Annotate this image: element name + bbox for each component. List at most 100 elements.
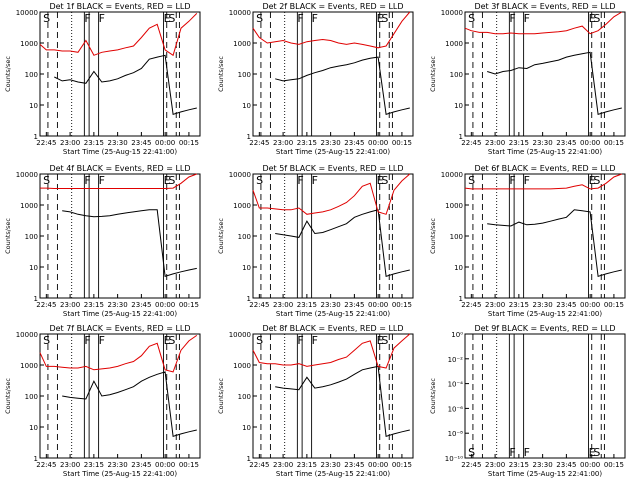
y-tick-label: 10000 — [441, 9, 463, 17]
y-tick-label: 10⁻¹⁰ — [445, 455, 463, 463]
x-tick-label: 23:30 — [321, 301, 341, 309]
x-tick-label: 23:15 — [84, 139, 104, 147]
x-tick-label: 00:00 — [368, 139, 388, 147]
y-tick-label: 10⁻⁸ — [448, 430, 464, 438]
y-tick-label: 10000 — [441, 171, 463, 179]
flag-label: F — [99, 334, 105, 347]
series-events-line — [62, 209, 197, 277]
panel-title: Det 6f BLACK = Events, RED = LLD — [474, 164, 615, 173]
x-tick-label: 23:00 — [485, 301, 505, 309]
x-tick-label: 23:00 — [60, 139, 80, 147]
x-tick-label: 23:45 — [344, 461, 364, 469]
x-tick-label: 23:45 — [131, 301, 151, 309]
y-tick-label: 10 — [242, 424, 251, 432]
y-tick-label: 100 — [25, 71, 38, 79]
flag-label: F — [84, 334, 90, 347]
x-tick-label: 22:45 — [249, 301, 269, 309]
series-lld-line — [252, 333, 411, 369]
y-tick-label: 10 — [29, 264, 38, 272]
flag-label: F — [297, 12, 303, 25]
x-axis-label: Start Time (25-Aug-15 22:41:00) — [276, 470, 390, 478]
x-tick-label: 23:45 — [556, 461, 576, 469]
flag-label: F — [524, 174, 530, 187]
flag-label: F — [509, 446, 515, 459]
y-axis-label: Counts/sec — [217, 378, 225, 414]
panel-det-6: Det 6f BLACK = Events, RED = LLD Counts/s… — [429, 164, 626, 318]
panel-det-3: Det 3f BLACK = Events, RED = LLD Counts/s… — [429, 2, 626, 156]
y-tick-label: 10⁰ — [451, 331, 463, 339]
flag-label: E — [164, 174, 171, 187]
x-tick-label: 23:00 — [60, 461, 80, 469]
y-tick-label: 10⁻² — [448, 356, 464, 364]
x-tick-label: 00:00 — [155, 461, 175, 469]
panel-title: Det 4f BLACK = Events, RED = LLD — [49, 164, 190, 173]
x-tick-label: 00:15 — [604, 301, 624, 309]
x-tick-label: 00:15 — [179, 301, 199, 309]
series-events-line — [275, 365, 410, 437]
x-tick-label: 23:15 — [297, 301, 317, 309]
y-tick-label: 1000 — [233, 362, 251, 370]
y-tick-label: 10 — [242, 102, 251, 110]
flag-label: F — [509, 174, 515, 187]
y-tick-label: 100 — [450, 233, 463, 241]
y-tick-label: 1 — [34, 455, 38, 463]
x-tick-label: 23:15 — [297, 461, 317, 469]
x-tick-label: 23:30 — [533, 461, 553, 469]
flag-label: F — [312, 174, 318, 187]
x-tick-label: 23:30 — [108, 461, 128, 469]
series-events-line — [62, 371, 197, 437]
series-events-line — [487, 209, 622, 277]
y-axis-label: Counts/sec — [4, 378, 12, 414]
x-tick-label: 23:45 — [131, 461, 151, 469]
flag-label: S — [256, 334, 263, 347]
series-lld-line — [39, 334, 198, 373]
y-tick-label: 1 — [247, 295, 251, 303]
y-tick-label: 1 — [459, 133, 463, 141]
x-tick-label: 23:00 — [273, 301, 293, 309]
y-tick-label: 10000 — [16, 331, 38, 339]
panel-det-4: Det 4f BLACK = Events, RED = LLD Counts/s… — [4, 164, 201, 318]
y-tick-label: 1 — [34, 133, 38, 141]
y-tick-label: 10 — [29, 424, 38, 432]
y-axis-label: Counts/sec — [429, 218, 437, 254]
y-tick-label: 100 — [238, 393, 251, 401]
flag-label: F — [524, 12, 530, 25]
x-tick-label: 23:00 — [273, 139, 293, 147]
flag-label: F — [509, 12, 515, 25]
x-tick-label: 22:45 — [461, 139, 481, 147]
x-tick-label: 23:15 — [509, 301, 529, 309]
x-tick-label: 00:00 — [368, 301, 388, 309]
flag-label: F — [84, 12, 90, 25]
y-tick-label: 1000 — [445, 202, 463, 210]
panel-title: Det 9f BLACK = Events, RED = LLD — [474, 324, 615, 333]
x-tick-label: 23:00 — [273, 461, 293, 469]
x-tick-label: 23:30 — [321, 139, 341, 147]
panel-det-7: Det 7f BLACK = Events, RED = LLD Counts/s… — [4, 324, 201, 478]
x-tick-label: 22:45 — [36, 139, 56, 147]
panel-title: Det 5f BLACK = Events, RED = LLD — [262, 164, 403, 173]
x-axis-label: Start Time (25-Aug-15 22:41:00) — [276, 310, 390, 318]
y-tick-label: 100 — [238, 233, 251, 241]
x-tick-label: 00:00 — [580, 139, 600, 147]
y-tick-label: 10⁻⁶ — [448, 405, 464, 413]
x-tick-label: 22:45 — [461, 301, 481, 309]
panel-det-8: Det 8f BLACK = Events, RED = LLD Counts/s… — [217, 324, 414, 478]
panel-det-2: Det 2f BLACK = Events, RED = LLD Counts/s… — [217, 2, 414, 156]
series-events-line — [487, 51, 622, 115]
x-tick-label: 23:15 — [297, 139, 317, 147]
flag-label: E — [589, 12, 596, 25]
x-tick-label: 22:45 — [249, 461, 269, 469]
flag-label: E — [164, 12, 171, 25]
x-tick-label: 23:15 — [84, 461, 104, 469]
y-tick-label: 10 — [454, 102, 463, 110]
y-tick-label: 1000 — [20, 362, 38, 370]
x-tick-label: 23:15 — [509, 139, 529, 147]
y-axis-label: Counts/sec — [4, 56, 12, 92]
series-events-line — [54, 54, 197, 115]
series-lld-line — [40, 173, 197, 189]
flag-label: S — [593, 174, 600, 187]
flag-label: S — [468, 174, 475, 187]
x-tick-label: 23:00 — [60, 301, 80, 309]
flag-label: S — [43, 12, 50, 25]
